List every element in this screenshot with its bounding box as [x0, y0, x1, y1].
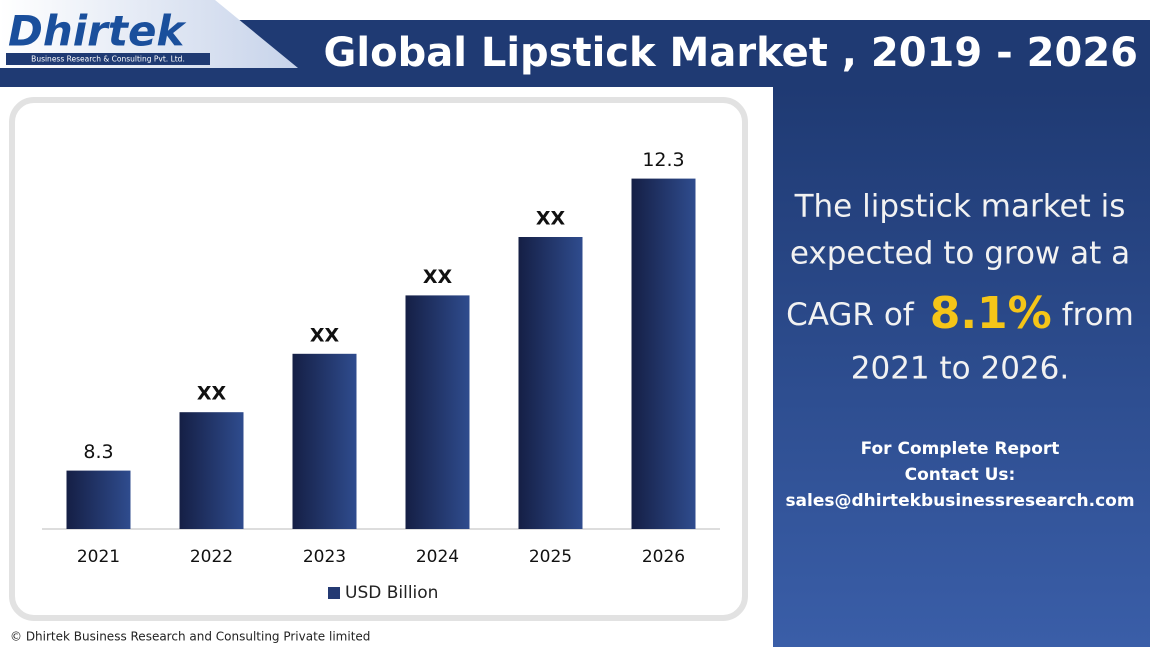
x-tick-label: 2021 — [77, 547, 120, 567]
data-label: 8.3 — [83, 441, 113, 463]
callout-line: 2021 to 2026. — [851, 351, 1069, 387]
logo-tagline: Business Research & Consulting Pvt. Ltd. — [31, 55, 185, 64]
bar — [292, 353, 357, 529]
x-tick-label: 2025 — [529, 547, 572, 567]
legend-label: USD Billion — [345, 583, 438, 603]
bar — [405, 295, 470, 529]
cagr-highlight: 8.1% — [930, 288, 1052, 339]
callout-line: The lipstick market is — [794, 189, 1126, 225]
x-tick-label: 2022 — [190, 547, 233, 567]
data-label: XX — [197, 383, 227, 405]
page-title: Global Lipstick Market , 2019 - 2026 — [324, 30, 1138, 76]
contact-line: For Complete Report — [861, 439, 1060, 459]
contact-line: Contact Us: — [905, 465, 1016, 485]
x-tick-label: 2023 — [303, 547, 346, 567]
callout-text: CAGR of — [786, 297, 915, 333]
bar — [631, 178, 696, 529]
bar — [66, 470, 131, 529]
logo-area — [0, 0, 298, 68]
callout-line: CAGR of 8.1% from — [786, 288, 1134, 339]
contact-email[interactable]: sales@dhirtekbusinessresearch.com — [785, 491, 1134, 511]
logo-tagline-box — [6, 53, 210, 65]
data-label: XX — [310, 324, 340, 346]
data-label: 12.3 — [642, 149, 684, 171]
legend-swatch — [328, 587, 340, 599]
data-label: XX — [423, 266, 453, 288]
callout: The lipstick market is expected to grow … — [786, 189, 1134, 387]
logo: Dhirtek — [8, 7, 187, 56]
callout-text: from — [1062, 297, 1134, 333]
x-tick-label: 2024 — [416, 547, 459, 567]
chart: 2021 2022 2023 2024 2025 2026 8.3 XX XX XX XX 12.3 U… — [66, 149, 696, 603]
callout-line: expected to grow at a — [790, 236, 1130, 272]
bar — [179, 412, 244, 529]
bar — [518, 237, 583, 529]
data-label: XX — [536, 208, 566, 230]
footer: © Dhirtek Business Research and Consulti… — [10, 630, 370, 644]
side-panel — [773, 87, 1150, 647]
x-tick-label: 2026 — [642, 547, 685, 567]
